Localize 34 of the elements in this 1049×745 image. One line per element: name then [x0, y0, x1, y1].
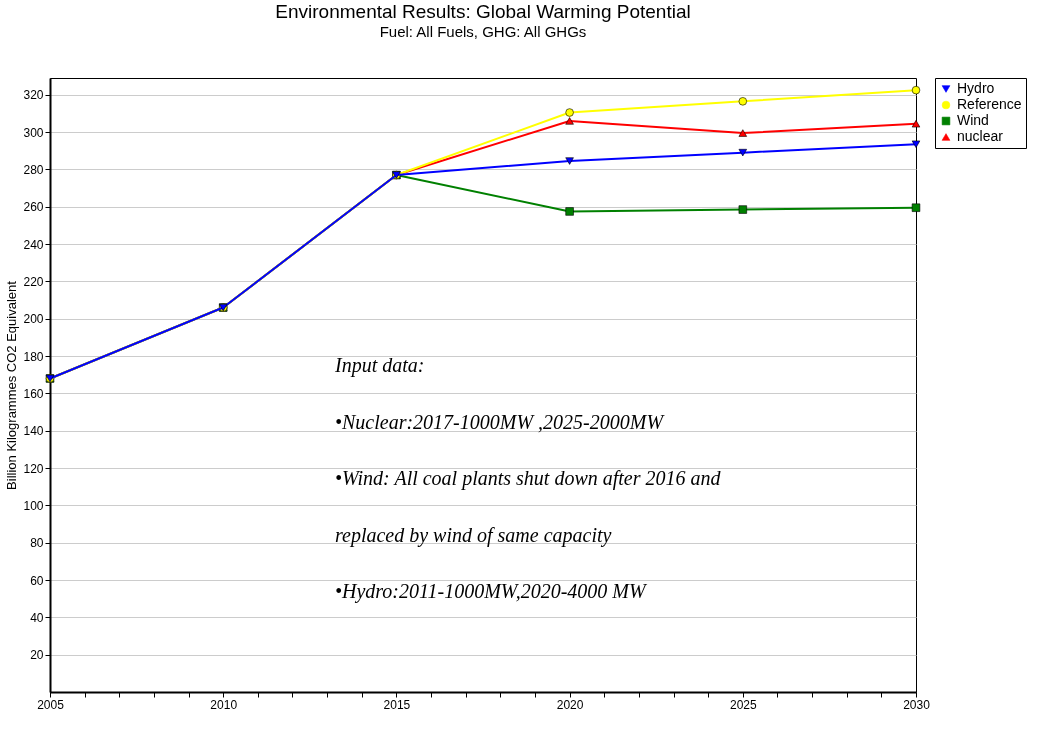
annotation: •Wind: All coal plants shut down after 2016 and [335, 467, 722, 490]
legend-label: nuclear [957, 128, 1004, 144]
y-tick-label: 60 [30, 573, 44, 588]
y-tick-label: 280 [23, 162, 44, 177]
y-tick-label: 200 [23, 312, 44, 327]
annotation: replaced by wind of same capacity [335, 523, 612, 547]
y-tick-label: 220 [23, 274, 44, 289]
y-tick-label: 40 [30, 610, 44, 625]
chart-title: Environmental Results: Global Warming Potential [275, 0, 691, 22]
y-tick-label: 240 [23, 237, 44, 252]
legend-label: Wind [957, 112, 989, 128]
x-tick-label: 2015 [383, 697, 411, 712]
annotation: •Hydro:2011-1000MW,2020-4000 MW [335, 580, 648, 603]
x-tick-label: 2030 [903, 697, 931, 712]
y-tick-label: 320 [23, 88, 44, 103]
y-tick-label: 180 [23, 349, 44, 364]
y-tick-label: 260 [23, 200, 44, 215]
y-tick-label: 80 [30, 536, 44, 551]
y-tick-label: 100 [23, 498, 44, 513]
chart-subtitle: Fuel: All Fuels, GHG: All GHGs [379, 22, 587, 40]
y-axis-title: Billion Kilogrammes CO2 Equivalent [4, 280, 20, 490]
y-tick-label: 160 [23, 386, 44, 401]
x-tick-label: 2025 [729, 697, 757, 712]
y-tick-label: 20 [30, 648, 44, 663]
y-tick-label: 140 [23, 424, 44, 439]
y-tick-label: 120 [23, 461, 44, 476]
x-tick-label: 2020 [556, 697, 584, 712]
x-tick-label: 2010 [210, 697, 238, 712]
legend-label: Reference [957, 96, 1022, 112]
annotation: Input data: [334, 354, 425, 377]
y-tick-label: 300 [23, 125, 44, 140]
annotation: •Nuclear:2017-1000MW ,2025-2000MW [335, 410, 666, 433]
legend-label: Hydro [957, 80, 995, 96]
x-tick-label: 2005 [37, 697, 65, 712]
